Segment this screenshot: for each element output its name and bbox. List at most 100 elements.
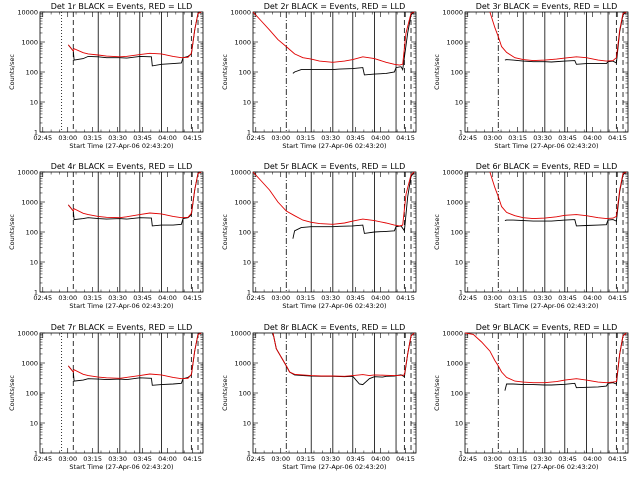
x-tick-label: 02:45	[458, 134, 477, 142]
x-tick-label: 04:15	[396, 455, 415, 463]
plot-frame	[252, 171, 417, 293]
x-tick-label: 03:00	[271, 134, 290, 142]
chart-panel: Det 8r BLACK = Events, RED = LLD 1 10 100 10…	[221, 323, 417, 471]
x-axis-label: Start Time (27-Apr-06 02:43:20)	[69, 463, 173, 471]
x-tick-label: 03:45	[133, 294, 152, 302]
y-tick-label: 1	[459, 288, 463, 296]
x-tick-label: 03:00	[483, 294, 502, 302]
y-tick-label: 1	[247, 128, 251, 136]
y-tick-label: 100	[451, 68, 463, 76]
plot-frame	[39, 332, 204, 454]
x-tick-label: 04:00	[583, 294, 602, 302]
x-axis-label: Start Time (27-Apr-06 02:43:20)	[69, 142, 173, 150]
x-tick-label: 03:15	[296, 134, 315, 142]
y-tick-label: 10000	[442, 8, 463, 16]
y-tick-label: 10000	[230, 168, 251, 176]
plot-frame	[39, 11, 204, 133]
y-tick-label: 100	[26, 228, 38, 236]
chart-panel: Det 5r BLACK = Events, RED = LLD 1 10 100 10…	[221, 162, 417, 310]
panel-title: Det 1r BLACK = Events, RED = LLD	[51, 2, 193, 11]
panel-title: Det 6r BLACK = Events, RED = LLD	[476, 162, 618, 171]
x-tick-label: 03:30	[533, 134, 552, 142]
lld-series-line	[67, 171, 202, 219]
x-tick-label: 03:00	[483, 455, 502, 463]
y-tick-label: 1000	[446, 359, 463, 367]
x-tick-label: 02:45	[458, 455, 477, 463]
lld-series-line	[489, 11, 627, 62]
x-axis-label: Start Time (27-Apr-06 02:43:20)	[494, 142, 598, 150]
y-tick-label: 10000	[17, 329, 38, 337]
lld-series-line	[252, 171, 415, 227]
y-tick-label: 1000	[21, 359, 38, 367]
x-tick-label: 03:45	[558, 134, 577, 142]
x-tick-label: 03:30	[533, 455, 552, 463]
events-series-line	[67, 171, 202, 227]
x-tick-label: 04:15	[396, 294, 415, 302]
y-axis-label: Counts/sec	[221, 54, 229, 90]
x-tick-label: 03:15	[83, 294, 102, 302]
y-tick-label: 10	[455, 419, 463, 427]
y-tick-label: 100	[26, 68, 38, 76]
x-tick-label: 03:30	[321, 294, 340, 302]
y-tick-label: 1000	[234, 198, 251, 206]
lld-series-line	[67, 332, 202, 380]
plot-frame	[464, 11, 629, 133]
x-tick-label: 02:45	[246, 294, 265, 302]
y-axis-label: Counts/sec	[433, 54, 441, 90]
x-tick-label: 03:30	[533, 294, 552, 302]
x-tick-label: 03:45	[133, 134, 152, 142]
x-tick-label: 03:00	[483, 134, 502, 142]
x-tick-label: 03:30	[108, 455, 127, 463]
x-tick-label: 03:30	[108, 294, 127, 302]
x-tick-label: 03:45	[558, 294, 577, 302]
y-tick-label: 10	[30, 98, 38, 106]
y-tick-label: 1000	[446, 38, 463, 46]
x-tick-label: 04:00	[158, 134, 177, 142]
x-tick-label: 04:15	[183, 294, 202, 302]
panel-title: Det 3r BLACK = Events, RED = LLD	[476, 2, 618, 11]
x-tick-label: 03:30	[321, 134, 340, 142]
y-tick-label: 10	[455, 98, 463, 106]
y-tick-label: 100	[451, 228, 463, 236]
lld-series-line	[67, 11, 202, 59]
y-tick-label: 10000	[17, 168, 38, 176]
x-tick-label: 04:15	[183, 455, 202, 463]
events-series-line	[292, 171, 415, 239]
y-tick-label: 100	[451, 389, 463, 397]
y-tick-label: 10000	[442, 329, 463, 337]
x-tick-label: 02:45	[33, 134, 52, 142]
y-axis-label: Counts/sec	[433, 214, 441, 250]
x-tick-label: 03:30	[108, 134, 127, 142]
plot-frame	[39, 171, 204, 293]
x-tick-label: 04:00	[371, 294, 390, 302]
lld-series-line	[272, 332, 415, 377]
y-tick-label: 1	[459, 449, 463, 457]
x-axis-label: Start Time (27-Apr-06 02:43:20)	[494, 302, 598, 310]
x-axis-label: Start Time (27-Apr-06 02:43:20)	[282, 463, 386, 471]
x-tick-label: 04:15	[608, 455, 627, 463]
events-series-line	[504, 171, 627, 227]
y-tick-label: 1000	[446, 198, 463, 206]
y-tick-label: 10	[243, 419, 251, 427]
y-axis-label: Counts/sec	[221, 214, 229, 250]
x-tick-label: 04:15	[608, 294, 627, 302]
x-tick-label: 03:15	[296, 294, 315, 302]
x-tick-label: 03:45	[558, 455, 577, 463]
events-series-line	[504, 11, 627, 65]
chart-panel: Det 2r BLACK = Events, RED = LLD 1 10 100 10…	[221, 2, 417, 150]
y-tick-label: 100	[26, 389, 38, 397]
lld-series-line	[252, 11, 415, 66]
y-tick-label: 10	[455, 258, 463, 266]
y-axis-label: Counts/sec	[433, 375, 441, 411]
chart-panel: Det 1r BLACK = Events, RED = LLD 1 10 100 10…	[8, 2, 204, 150]
x-tick-label: 03:15	[508, 455, 527, 463]
x-tick-label: 03:00	[271, 455, 290, 463]
y-tick-label: 1000	[234, 38, 251, 46]
x-tick-label: 04:00	[583, 134, 602, 142]
x-tick-label: 03:15	[508, 294, 527, 302]
y-tick-label: 10000	[230, 8, 251, 16]
y-tick-label: 1000	[234, 359, 251, 367]
x-tick-label: 03:00	[58, 294, 77, 302]
events-series-line	[67, 332, 202, 386]
